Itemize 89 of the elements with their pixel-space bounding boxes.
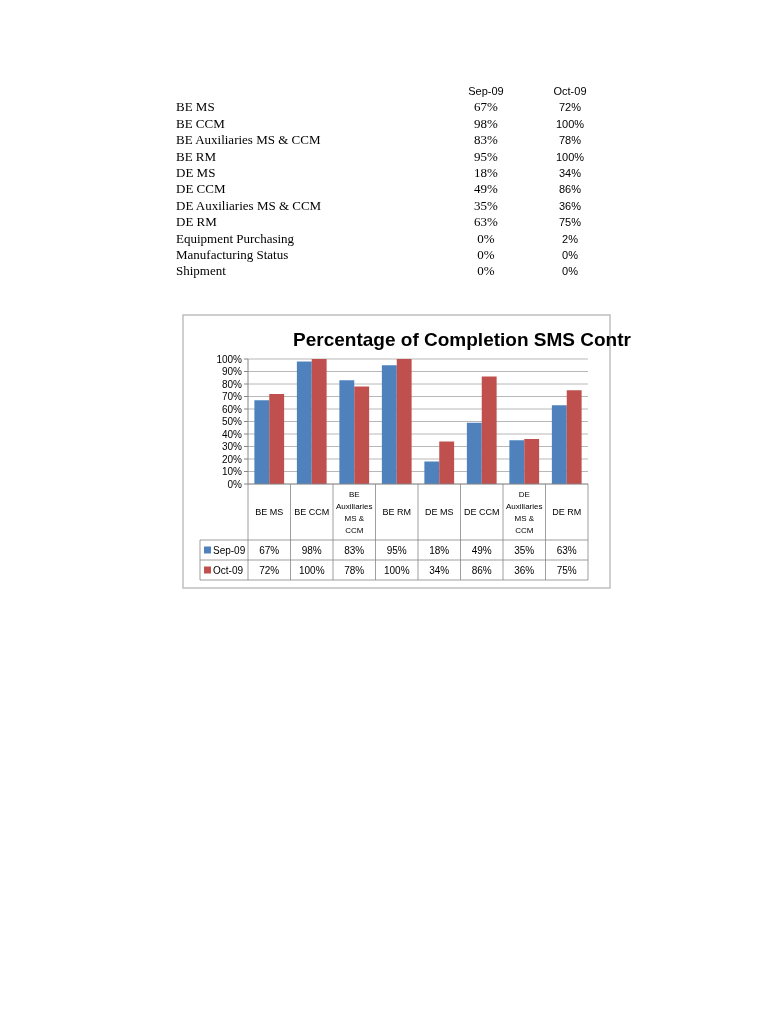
bar <box>296 361 312 484</box>
data-label: 78% <box>344 564 365 576</box>
data-label: 67% <box>474 99 499 115</box>
data-label: 0% <box>562 265 579 278</box>
bar <box>481 376 497 484</box>
data-label: 72% <box>558 101 582 114</box>
x-tick-label: BE RM <box>382 507 412 518</box>
bar <box>524 439 540 484</box>
x-tick-label: DE MS <box>424 507 454 518</box>
data-label: 75% <box>556 564 577 576</box>
data-label: 35% <box>474 197 499 213</box>
category-label: Shipment <box>176 263 227 279</box>
data-label: 34% <box>429 564 450 576</box>
data-label: 72% <box>259 564 280 576</box>
bar <box>339 380 355 484</box>
y-tick-label: 0% <box>227 478 243 490</box>
data-label: 49% <box>474 181 499 197</box>
legend-label: Sep-09 <box>213 544 246 556</box>
y-tick-label: 70% <box>221 391 243 402</box>
y-tick-label: 10% <box>221 466 243 477</box>
data-label: 49% <box>471 544 492 556</box>
y-tick-label: 90% <box>221 366 243 377</box>
category-label: DE MS <box>176 165 216 180</box>
x-tick-label: BE MS <box>255 507 284 518</box>
data-label: 100% <box>555 150 585 163</box>
bar <box>354 386 370 484</box>
bar <box>439 441 455 484</box>
data-label: 0% <box>477 263 495 279</box>
data-label: 98% <box>474 115 499 131</box>
text: Oct-09 <box>553 85 587 97</box>
data-label: 100% <box>298 564 325 576</box>
data-label: 100% <box>555 117 585 130</box>
data-label: 34% <box>558 167 582 179</box>
y-tick-label: 100% <box>216 353 243 365</box>
y-tick-label: 40% <box>221 428 243 440</box>
data-label: 2% <box>562 232 579 245</box>
y-tick-label: 80% <box>221 378 243 390</box>
category-label: BE Auxiliaries MS & CCM <box>176 132 321 148</box>
category-label: Equipment Purchasing <box>176 230 295 246</box>
data-label: 86% <box>558 183 582 196</box>
data-label: 83% <box>344 544 365 556</box>
data-label: 95% <box>474 148 499 164</box>
data-label: 95% <box>386 544 407 556</box>
data-label: 0% <box>477 230 495 246</box>
category-label: DE RM <box>176 214 218 230</box>
data-label: 0% <box>562 249 579 261</box>
data-label: 67% <box>259 544 280 556</box>
data-label: 63% <box>556 544 577 556</box>
legend-label: Oct-09 <box>213 564 244 576</box>
x-tick-label: DE RM <box>552 507 582 518</box>
data-label: 35% <box>514 544 535 556</box>
bar <box>311 359 327 484</box>
y-tick-label: 50% <box>221 416 243 427</box>
data-label: 75% <box>558 216 582 229</box>
y-tick-label: 60% <box>221 403 243 415</box>
y-tick-label: 20% <box>221 453 243 465</box>
category-label: BE CCM <box>176 115 226 131</box>
bar <box>396 359 412 484</box>
data-label: 36% <box>558 199 582 212</box>
bar <box>509 440 525 484</box>
data-label: 98% <box>301 544 322 556</box>
chart-title: Percentage of Completion SMS Contr <box>293 329 632 350</box>
bar <box>466 422 482 484</box>
category-label: BE MS <box>176 99 215 115</box>
bar <box>381 365 397 484</box>
data-label: 83% <box>474 132 499 148</box>
data-label: 63% <box>474 214 499 230</box>
x-tick-label: BE CCM <box>294 507 330 518</box>
data-label: 78% <box>558 134 582 147</box>
data-label: 18% <box>474 165 499 180</box>
x-tick-label: DE Auxiliaries MS & CCM <box>506 489 543 535</box>
bar <box>551 405 567 484</box>
bar <box>254 400 270 484</box>
data-label: 36% <box>514 564 535 576</box>
text: Sep-09 <box>468 85 504 97</box>
x-tick-label: DE CCM <box>464 507 500 518</box>
bar <box>424 461 440 484</box>
y-tick-label: 30% <box>221 441 243 452</box>
data-label: 100% <box>383 564 410 576</box>
data-label: 0% <box>477 247 495 262</box>
bar <box>269 394 285 484</box>
category-label: Manufacturing Status <box>176 247 289 262</box>
bar <box>566 390 582 484</box>
category-label: DE CCM <box>176 181 226 197</box>
data-label: 86% <box>471 564 492 576</box>
category-label: BE RM <box>176 148 217 164</box>
category-label: DE Auxiliaries MS & CCM <box>176 197 322 213</box>
x-tick-label: BE Auxiliaries MS & CCM <box>336 489 373 535</box>
data-label: 18% <box>429 544 450 556</box>
